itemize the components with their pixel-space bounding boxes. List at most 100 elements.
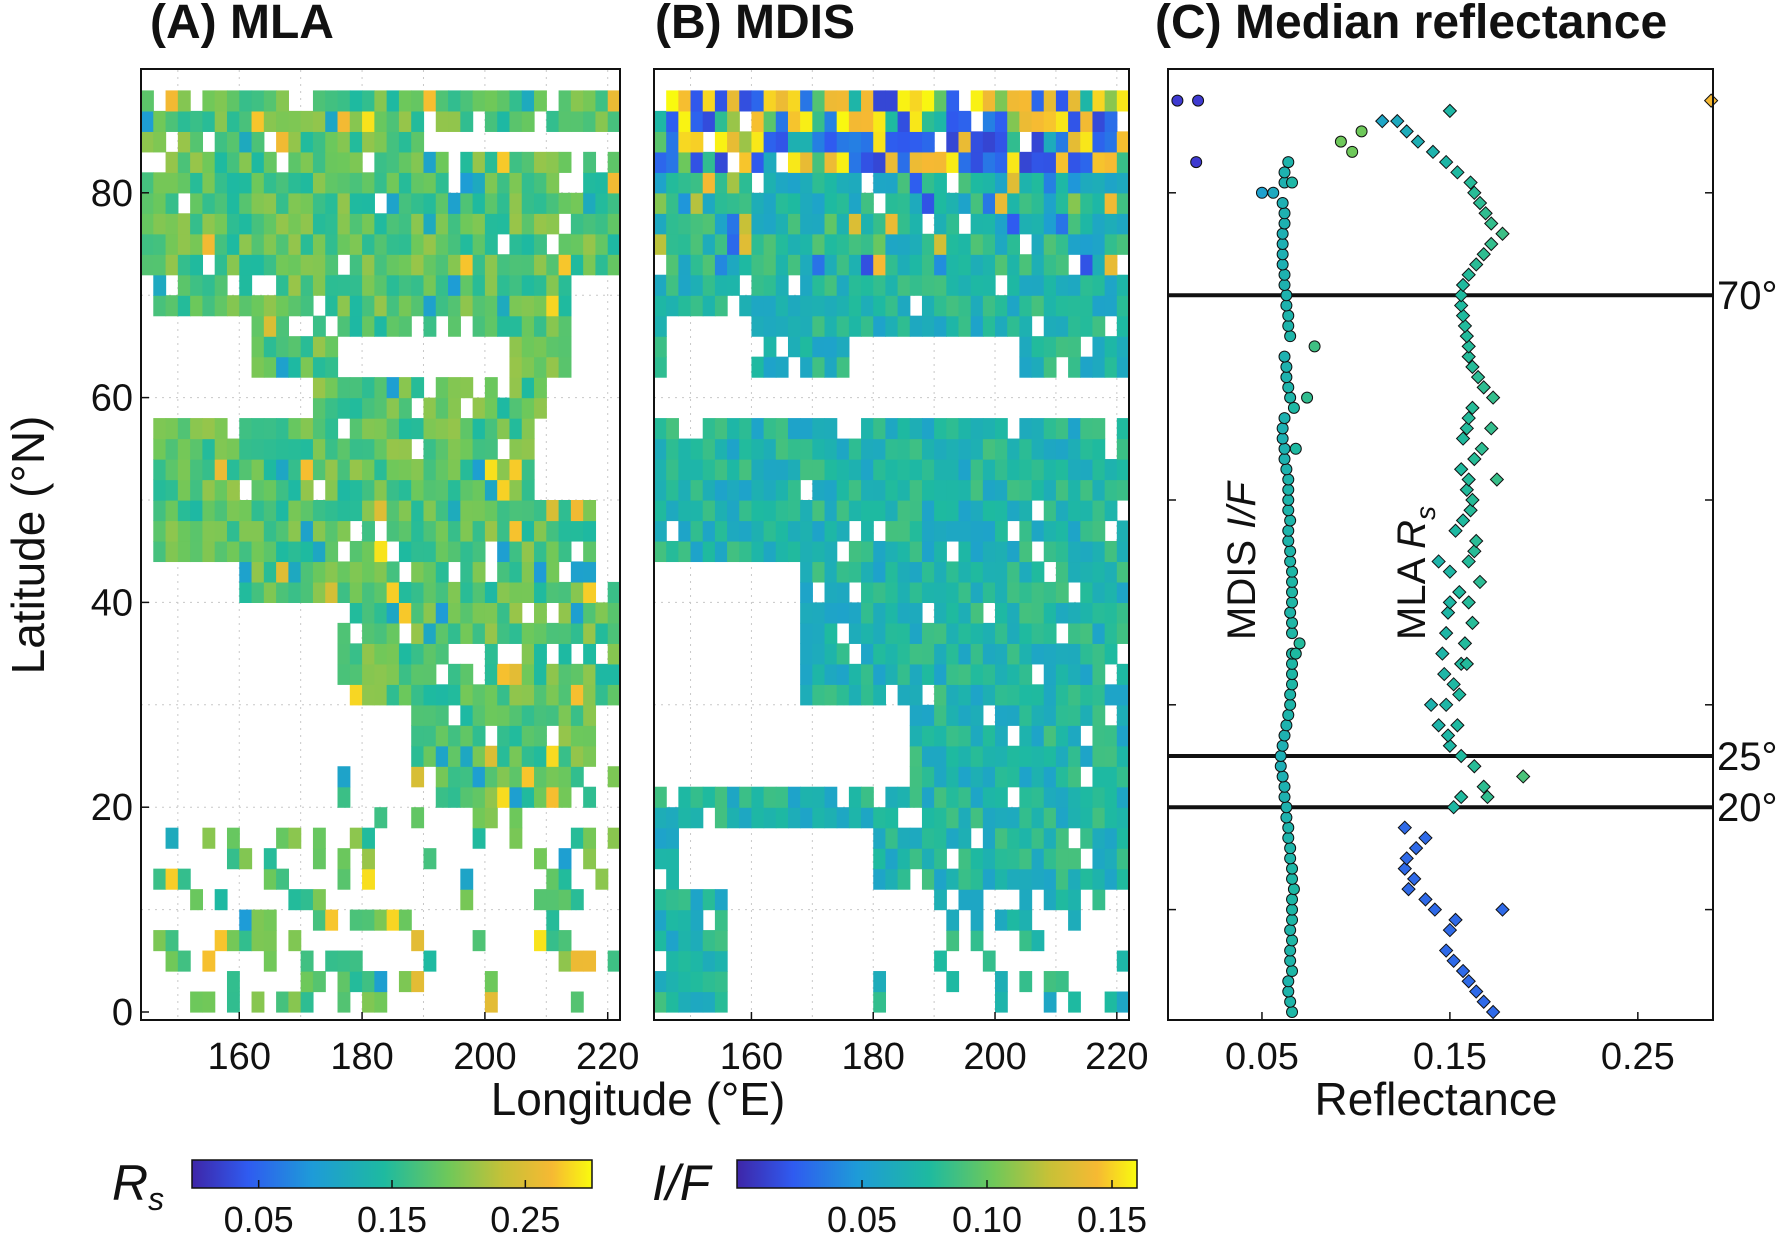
heatmap-cell <box>472 581 486 603</box>
mla-point <box>1453 789 1469 805</box>
mdis-point <box>1192 94 1205 107</box>
heatmap-cell <box>982 540 996 563</box>
heatmap-cell <box>411 745 425 767</box>
heatmap-cell <box>727 807 740 829</box>
mla-point <box>1448 523 1463 538</box>
heatmap-cell <box>836 807 850 829</box>
heatmap-cell <box>374 807 388 829</box>
heatmap-cell <box>1104 540 1118 563</box>
heatmap-cell <box>398 909 412 931</box>
heatmap-cell <box>423 192 437 214</box>
heatmap-cell <box>1019 889 1033 911</box>
heatmap-cell <box>1019 725 1033 747</box>
heatmap-cell <box>1031 172 1045 194</box>
heatmap-cell <box>202 479 216 501</box>
heatmap-cell <box>1080 295 1094 317</box>
heatmap-cell <box>934 561 947 583</box>
mla-point <box>1410 134 1426 149</box>
heatmap-cell <box>787 131 801 153</box>
heatmap-cell <box>1043 704 1057 726</box>
heatmap-cell <box>763 807 777 829</box>
heatmap-cell <box>909 581 923 603</box>
mla-point <box>1474 441 1490 457</box>
heatmap-cell <box>460 377 474 399</box>
heatmap-cell <box>558 540 572 563</box>
heatmap-cell <box>202 500 216 522</box>
heatmap-cell <box>165 479 179 501</box>
heatmap-cell <box>1019 438 1033 460</box>
heatmap-cell <box>484 90 498 112</box>
heatmap-cell <box>546 315 560 337</box>
heatmap-cell <box>1055 254 1069 276</box>
heatmap-cell <box>885 868 899 890</box>
mla-point <box>1461 595 1476 610</box>
heatmap-cell <box>654 418 667 440</box>
heatmap-cell <box>982 520 996 542</box>
heatmap-cell <box>848 90 862 112</box>
heatmap-cell <box>1043 459 1057 481</box>
heatmap-cell <box>1055 274 1069 296</box>
reference-line-label: 25° <box>1717 735 1778 779</box>
mla-point <box>1427 902 1443 917</box>
heatmap-cell <box>349 950 363 972</box>
heatmap-cell <box>678 950 692 972</box>
heatmap-cell <box>570 950 584 972</box>
heatmap-cell <box>909 622 923 644</box>
heatmap-cell <box>349 213 363 235</box>
heatmap-cell <box>300 991 314 1013</box>
heatmap-cell <box>570 520 584 542</box>
heatmap-cell <box>958 295 972 317</box>
heatmap-cell <box>946 602 960 624</box>
heatmap-cell <box>958 622 972 644</box>
heatmap-cell <box>276 110 289 132</box>
heatmap-cell <box>239 172 253 194</box>
heatmap-cell <box>897 418 911 440</box>
heatmap-cell <box>534 889 547 911</box>
heatmap-cell <box>800 233 813 255</box>
heatmap-cell <box>325 192 339 214</box>
heatmap-cell <box>909 151 923 173</box>
heatmap-cell <box>398 459 412 481</box>
mdis-point <box>1282 821 1295 834</box>
heatmap-cell <box>861 500 874 522</box>
mdis-point <box>1267 186 1280 199</box>
heatmap-cell <box>885 827 899 849</box>
heatmap-cell <box>1068 602 1081 624</box>
heatmap-cell <box>558 684 572 706</box>
heatmap-cell <box>190 520 204 542</box>
heatmap-cell <box>751 356 765 378</box>
heatmap-cell <box>958 561 972 583</box>
heatmap-cell <box>349 909 363 931</box>
heatmap-cell <box>1092 725 1106 747</box>
heatmap-cell <box>934 786 947 808</box>
heatmap-cell <box>300 459 314 481</box>
heatmap-cell <box>546 663 560 685</box>
mla-point <box>1397 861 1413 876</box>
mla-point <box>1495 902 1510 917</box>
heatmap-cell <box>897 131 911 153</box>
heatmap-cell <box>484 172 498 194</box>
heatmap-cell <box>460 745 474 767</box>
heatmap-cell <box>800 807 813 829</box>
heatmap-cell <box>763 274 777 296</box>
mdis-point <box>1346 145 1359 158</box>
heatmap-cell <box>921 192 935 214</box>
heatmap-cell <box>775 540 789 563</box>
heatmap-cell <box>848 438 862 460</box>
heatmap-cell <box>885 663 899 685</box>
heatmap-cell <box>1031 438 1045 460</box>
heatmap-cell <box>325 397 339 419</box>
heatmap-cell <box>824 561 838 583</box>
heatmap-cell <box>460 704 474 726</box>
heatmap-cell <box>607 643 621 665</box>
heatmap-cell <box>861 622 874 644</box>
heatmap-cell <box>1104 868 1118 890</box>
heatmap-cell <box>678 500 692 522</box>
heatmap-cell <box>921 807 935 829</box>
heatmap-cell <box>300 131 314 153</box>
heatmap-cell <box>1116 418 1130 440</box>
heatmap-cell <box>970 561 984 583</box>
heatmap-cell <box>1092 868 1106 890</box>
heatmap-cell <box>751 315 765 337</box>
